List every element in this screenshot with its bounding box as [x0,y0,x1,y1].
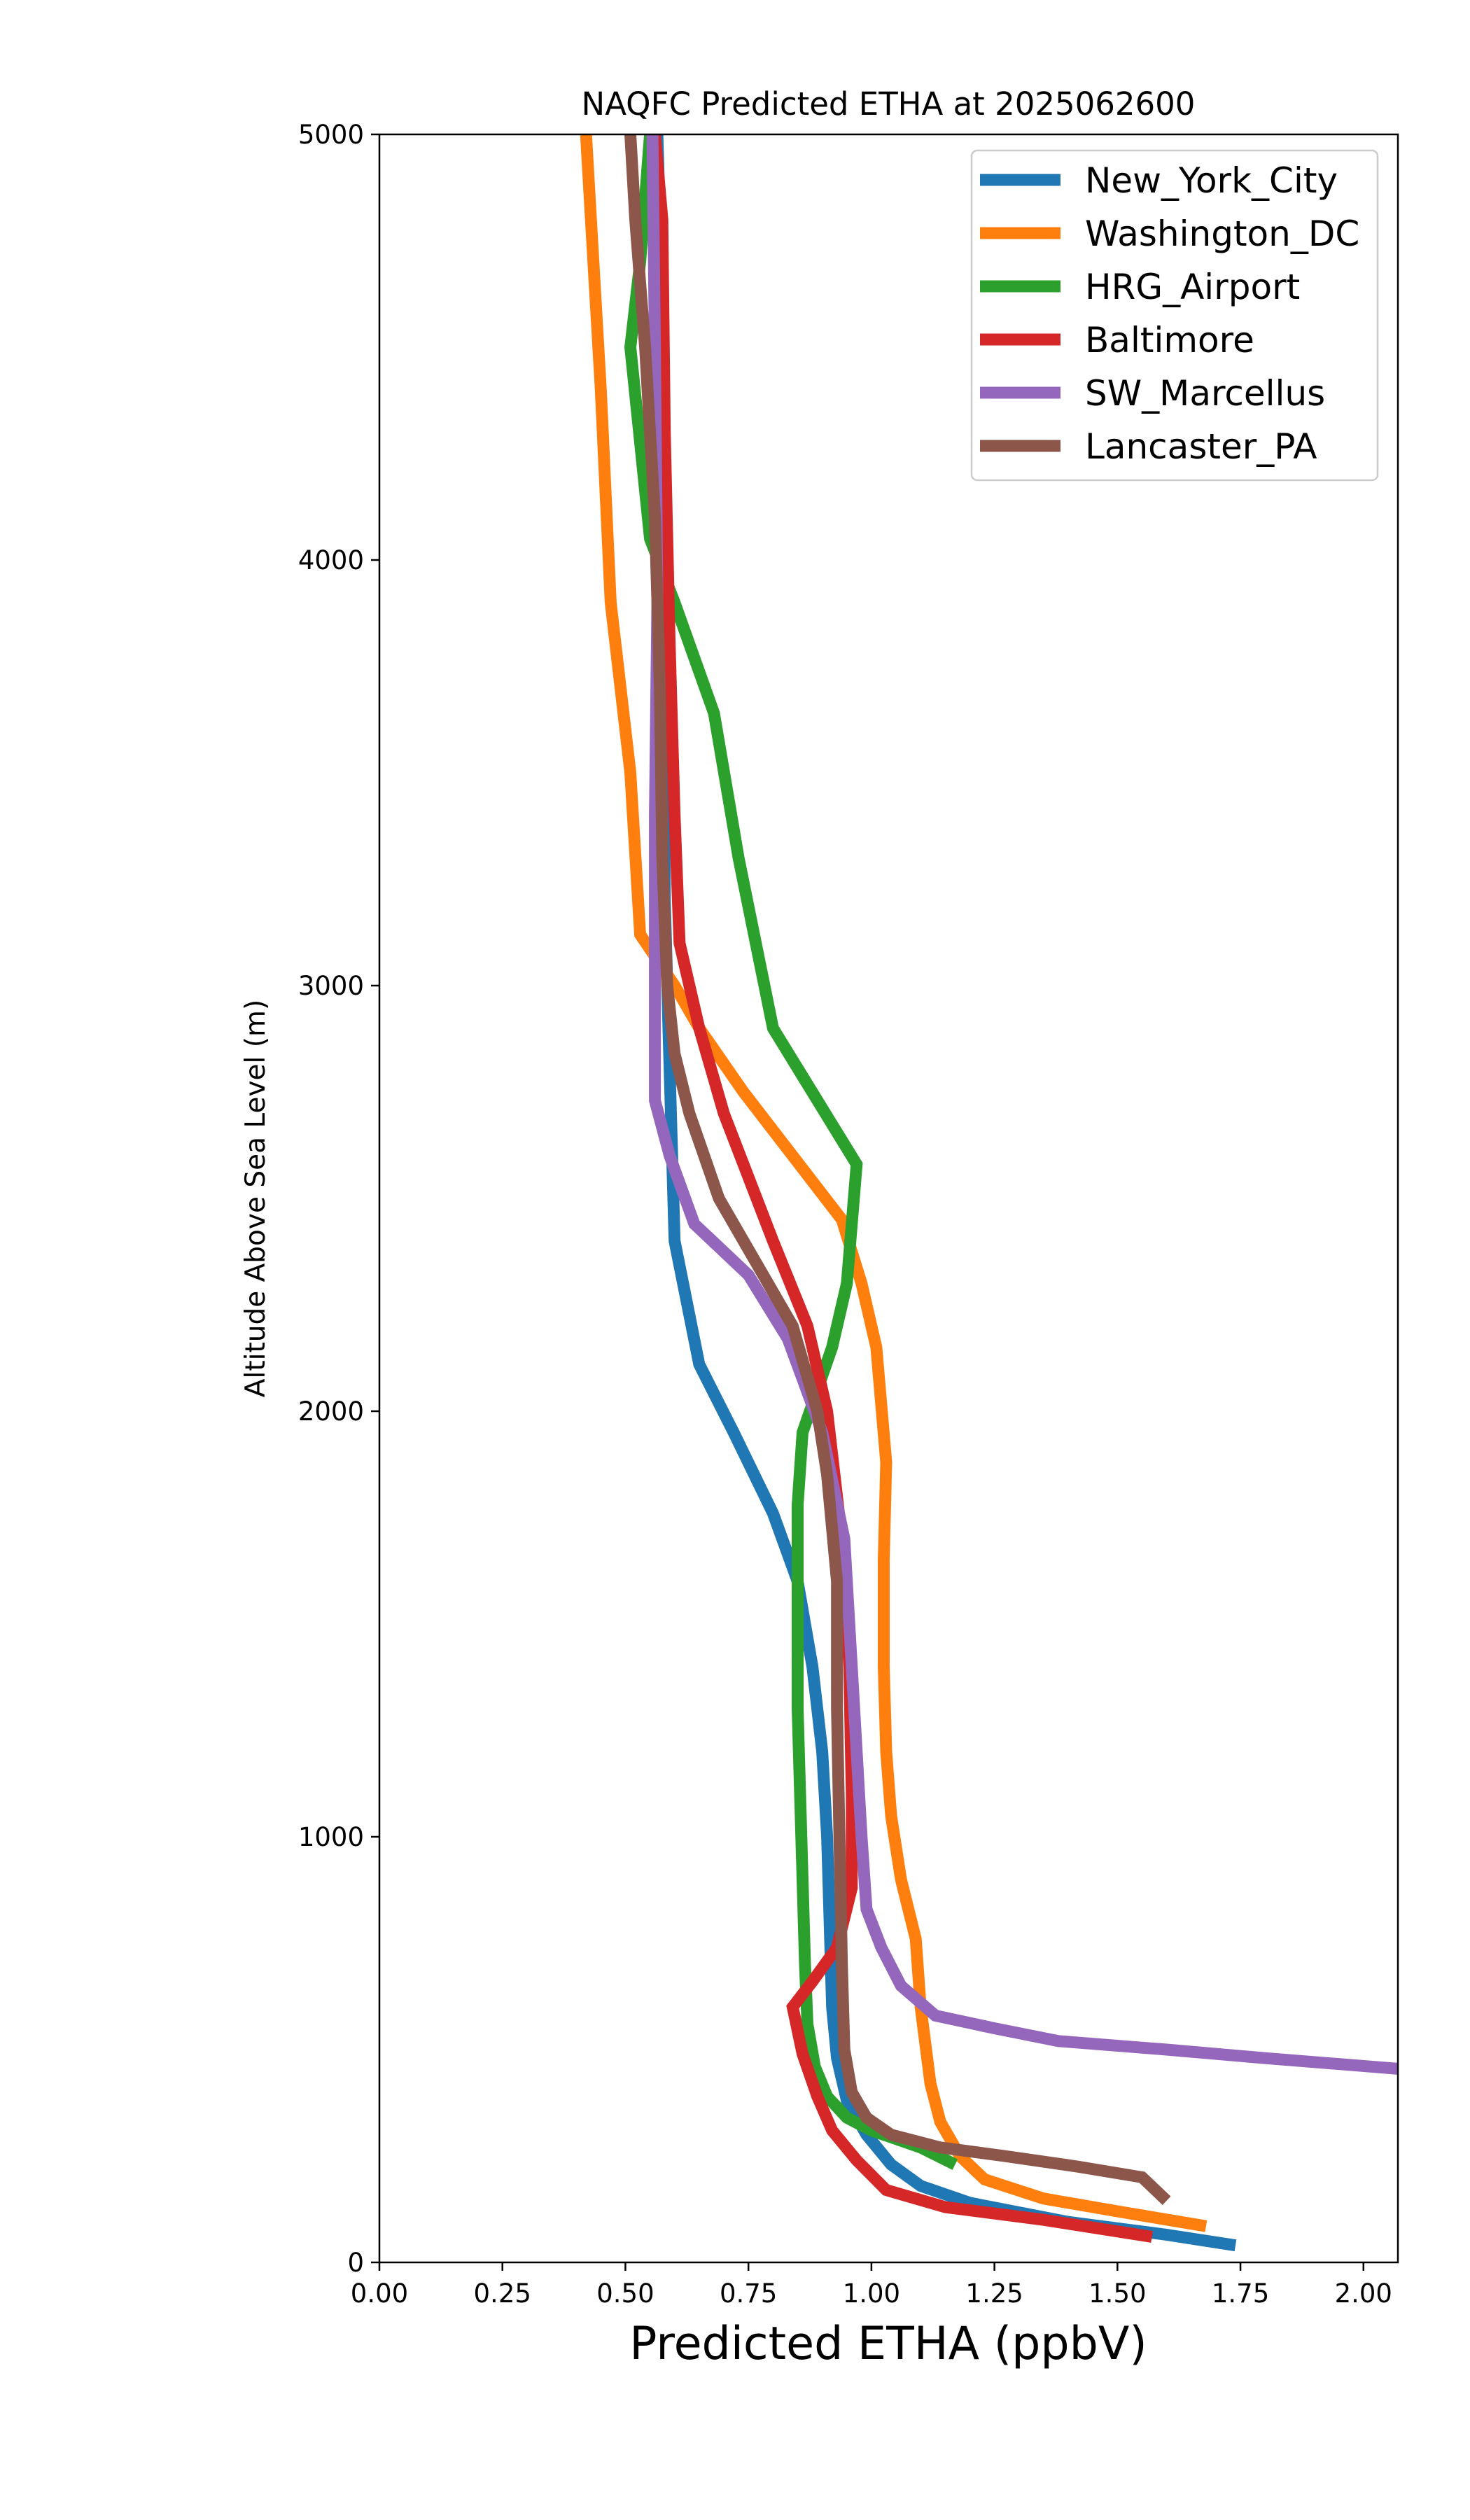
legend-entries: New_York_City Washington_DC HRG_Airport Bal… [980,160,1359,467]
legend-box [970,149,1379,482]
x-axis-label: Predicted ETHA (ppbV) [629,2318,1147,2370]
legend-label: Lancaster_PA [1085,426,1317,467]
y-tick-label: 1000 [298,1822,364,1852]
x-tick-label: 0.75 [720,2278,777,2309]
y-tick-label: 3000 [298,971,364,1001]
chart-title: NAQFC Predicted ETHA at 2025062600 [582,85,1196,122]
series-line-lancaster-pa [624,134,1171,2205]
x-tick-label: 2.00 [1335,2278,1392,2309]
y-tick-label: 4000 [298,545,364,575]
y-tick-label: 5000 [298,120,364,150]
x-axis-ticks: 0.00 0.25 0.50 0.75 1.00 1.25 1.50 1.75 2.00 [351,2262,1392,2309]
y-tick-label: 0 [347,2248,364,2278]
legend: New_York_City Washington_DC HRG_Airport Bal… [970,149,1379,482]
x-tick-label: 1.50 [1088,2278,1146,2309]
plot-frame [378,133,1399,2264]
y-axis-label: Altitude Above Sea Level (m) [240,1000,272,1397]
legend-label: Washington_DC [1085,214,1359,254]
legend-label: HRG_Airport [1085,267,1300,307]
legend-label: SW_Marcellus [1085,373,1325,414]
y-axis-ticks: 0 1000 2000 3000 4000 5000 [298,120,379,2278]
legend-label: Baltimore [1085,320,1254,360]
x-tick-label: 1.25 [965,2278,1023,2309]
x-tick-label: 0.25 [474,2278,531,2309]
series-layer [580,134,1398,2252]
legend-label: New_York_City [1085,160,1338,201]
y-tick-label: 2000 [298,1396,364,1427]
x-tick-label: 1.00 [843,2278,900,2309]
x-tick-label: 0.50 [596,2278,654,2309]
x-tick-label: 1.75 [1212,2278,1269,2309]
series-line-sw-marcellus [646,134,1398,2075]
series-line-washington-dc [580,134,1208,2232]
x-tick-label: 0.00 [351,2278,408,2309]
